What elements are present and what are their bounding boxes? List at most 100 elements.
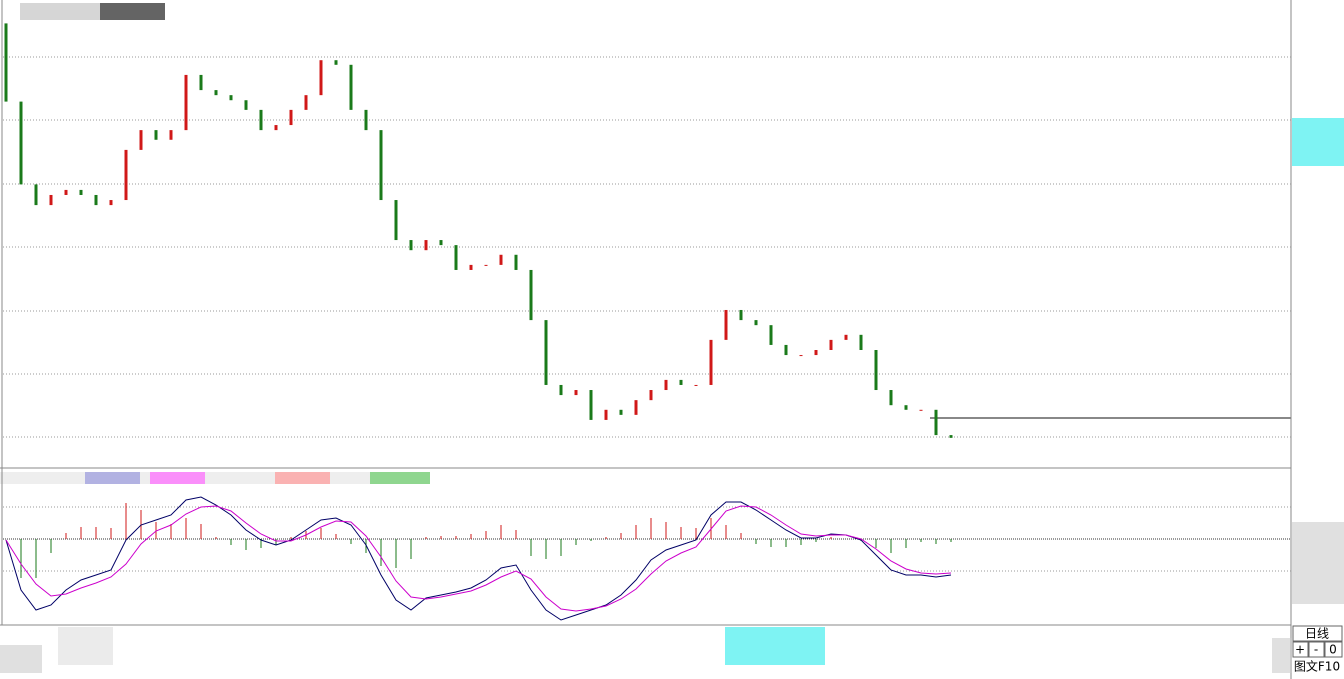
macd-histogram-bar [830, 537, 832, 539]
macd-histogram-bar [545, 539, 547, 559]
price-bar [709, 339, 713, 385]
blurred-status [0, 645, 42, 673]
price-bar [19, 101, 23, 185]
button[interactable] [1292, 641, 1309, 658]
f10-label[interactable]: 图文F10 [1294, 659, 1340, 674]
macd-histogram-bar [590, 539, 592, 541]
macd-histogram-bar [740, 533, 742, 539]
price-bar [634, 400, 638, 415]
macd-histogram-bar [320, 528, 322, 539]
macd-histogram-bar [680, 527, 682, 539]
price-bar [64, 189, 68, 195]
price-bar [919, 409, 923, 411]
price-bar [484, 264, 488, 266]
macd-histogram-bar [950, 539, 952, 542]
macd-histogram-bar [725, 525, 727, 539]
price-bar [184, 74, 188, 131]
macd-histogram-bar [800, 539, 802, 545]
price-bar [244, 100, 248, 110]
price-bar [604, 409, 608, 420]
price-bar [409, 240, 413, 251]
macd-histogram-bar [935, 539, 937, 544]
price-bar [934, 409, 938, 436]
price-bar [949, 435, 953, 438]
macd-histogram-bar [35, 539, 37, 578]
price-bar [889, 390, 893, 406]
macd-histogram-bar [350, 539, 352, 544]
price-bar [394, 200, 398, 241]
price-bar [469, 264, 473, 270]
macd-histogram-bar [815, 539, 817, 542]
price-bar [769, 325, 773, 345]
macd-histogram-bar [890, 539, 892, 553]
period-box[interactable] [1292, 625, 1343, 642]
macd-histogram-bar [65, 533, 67, 539]
price-bar [694, 384, 698, 386]
price-bar [439, 240, 443, 246]
price-bar [349, 64, 353, 110]
price-bar [289, 109, 293, 126]
button[interactable] [1324, 641, 1343, 658]
price-bar [904, 405, 908, 410]
price-bar [94, 194, 98, 206]
macd-histogram-bar [770, 539, 772, 547]
macd-histogram-bar [500, 525, 502, 539]
blurred-legend [275, 472, 330, 484]
price-bar [664, 379, 668, 391]
blurred-legend [150, 472, 205, 484]
macd-histogram-bar [200, 524, 202, 539]
button-label[interactable]: - [1314, 643, 1318, 657]
macd-histogram-bar [185, 518, 187, 539]
macd-histogram-bar [125, 503, 127, 539]
macd-line [5, 505, 952, 612]
price-bar [49, 194, 53, 206]
blurred-legend [0, 472, 430, 484]
price-bar [424, 240, 428, 251]
price-bar [844, 334, 848, 340]
macd-histogram-bar [440, 536, 442, 539]
button-label[interactable]: + [1295, 643, 1305, 657]
blurred-status [58, 627, 113, 665]
price-bar [364, 109, 368, 131]
blurred-label [1292, 522, 1344, 604]
price-bar [799, 355, 803, 357]
price-bar [619, 409, 623, 415]
macd-histogram-bar [170, 524, 172, 539]
price-bar [829, 339, 833, 350]
macd-histogram-bar [785, 539, 787, 547]
blurred-status [1272, 638, 1292, 673]
price-bar [139, 130, 143, 150]
macd-histogram-bar [380, 539, 382, 566]
blurred-label [1292, 118, 1344, 166]
macd-histogram-bar [905, 539, 907, 548]
macd-histogram-bar [230, 539, 232, 545]
macd-histogram-bar [110, 528, 112, 539]
macd-histogram-bar [395, 539, 397, 568]
price-bar [514, 254, 518, 270]
macd-histogram-bar [80, 527, 82, 539]
price-bar [649, 390, 653, 401]
price-bar [4, 23, 8, 102]
price-bar [754, 320, 758, 326]
period-label[interactable]: 日线 [1305, 627, 1329, 641]
macd-histogram-bar [455, 536, 457, 539]
macd-histogram-bar [485, 531, 487, 539]
macd-histogram-bar [215, 537, 217, 539]
button-label[interactable]: 0 [1329, 643, 1337, 657]
price-bar [319, 60, 323, 96]
macd-histogram-bar [260, 539, 262, 548]
price-bar [109, 200, 113, 206]
button[interactable] [1308, 641, 1325, 658]
price-bar [34, 184, 38, 206]
macd-histogram-bar [875, 539, 877, 548]
price-bar [274, 125, 278, 131]
price-bar [589, 390, 593, 420]
price-bar [679, 379, 683, 385]
macd-histogram-bar [50, 539, 52, 553]
macd-histogram-bar [290, 537, 292, 539]
macd-histogram-bar [665, 522, 667, 539]
price-bar [859, 334, 863, 350]
price-bar [784, 344, 788, 356]
price-bar [214, 90, 218, 96]
